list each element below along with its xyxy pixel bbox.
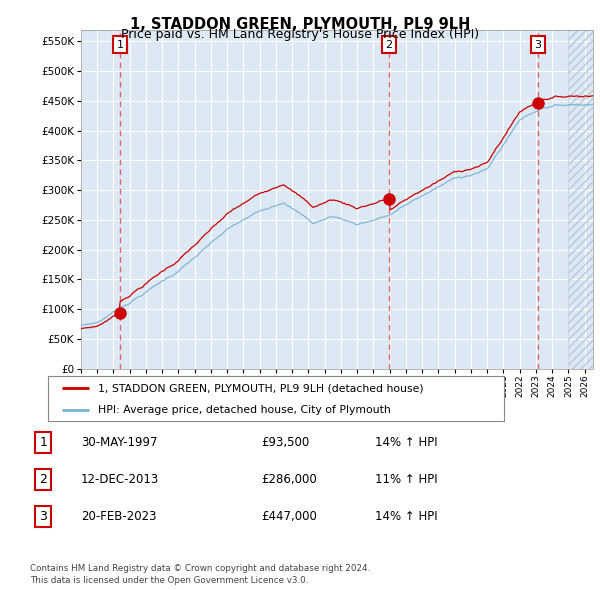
Text: 11% ↑ HPI: 11% ↑ HPI [375,473,437,486]
Text: Contains HM Land Registry data © Crown copyright and database right 2024.
This d: Contains HM Land Registry data © Crown c… [30,565,370,585]
Text: Price paid vs. HM Land Registry's House Price Index (HPI): Price paid vs. HM Land Registry's House … [121,28,479,41]
Text: £286,000: £286,000 [261,473,317,486]
Text: 30-MAY-1997: 30-MAY-1997 [81,435,157,448]
Text: 2: 2 [39,473,47,486]
Text: £93,500: £93,500 [261,435,309,448]
Text: 3: 3 [535,40,542,50]
Text: 12-DEC-2013: 12-DEC-2013 [81,473,159,486]
Text: 1: 1 [116,40,124,50]
Text: 3: 3 [39,510,47,523]
Text: £447,000: £447,000 [261,510,317,523]
Text: 20-FEB-2023: 20-FEB-2023 [81,510,157,523]
Text: 1, STADDON GREEN, PLYMOUTH, PL9 9LH: 1, STADDON GREEN, PLYMOUTH, PL9 9LH [130,17,470,31]
Text: HPI: Average price, detached house, City of Plymouth: HPI: Average price, detached house, City… [98,405,391,415]
Text: 1: 1 [39,435,47,448]
Text: 14% ↑ HPI: 14% ↑ HPI [375,435,437,448]
Text: 14% ↑ HPI: 14% ↑ HPI [375,510,437,523]
Text: 2: 2 [385,40,392,50]
Text: 1, STADDON GREEN, PLYMOUTH, PL9 9LH (detached house): 1, STADDON GREEN, PLYMOUTH, PL9 9LH (det… [98,384,424,394]
